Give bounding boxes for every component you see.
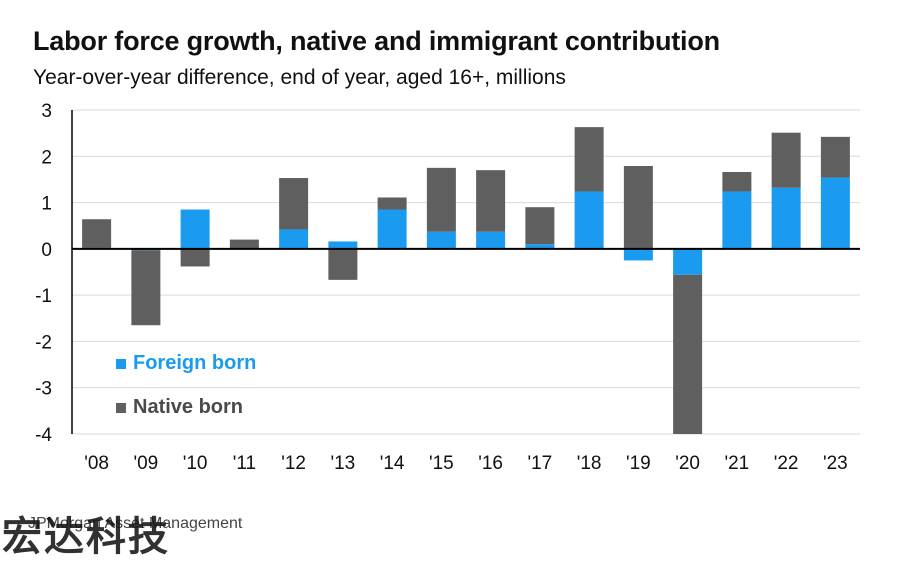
- y-tick-label: 1: [41, 194, 52, 215]
- bar-native-born: [722, 172, 752, 192]
- bar-foreign-born: [673, 248, 703, 275]
- chart-subtitle: Year-over-year difference, end of year, …: [33, 66, 566, 89]
- y-tick-label: 3: [41, 101, 52, 122]
- y-tick-label: -4: [35, 425, 52, 446]
- legend-swatch: [116, 359, 126, 369]
- bar-foreign-born: [180, 209, 210, 249]
- bar-native-born: [820, 136, 850, 178]
- bar-native-born: [279, 178, 309, 230]
- bar-native-born: [525, 207, 555, 245]
- bar-foreign-born: [722, 191, 752, 249]
- bar-native-born: [673, 274, 703, 434]
- bar-chart: 3 2 1 0 -1 -2 -3 -4 '08 '09 '10 '11 '12 '13 '14 '15 '16 '…: [35, 101, 860, 474]
- x-tick-label: '14: [380, 453, 405, 474]
- x-tick-label: '21: [724, 453, 749, 474]
- bar-native-born: [476, 170, 506, 232]
- x-tick-label: '15: [429, 453, 454, 474]
- x-tick-label: '16: [478, 453, 503, 474]
- x-tick-label: '08: [84, 453, 109, 474]
- bar-native-born: [574, 127, 604, 192]
- gridlines: [72, 109, 860, 435]
- x-tick-label: '10: [183, 453, 208, 474]
- bar-foreign-born: [279, 229, 309, 249]
- x-tick-label: '18: [577, 453, 602, 474]
- bar-foreign-born: [476, 231, 506, 249]
- x-tick-label: '19: [626, 453, 651, 474]
- legend-label: Native born: [133, 396, 243, 418]
- bars: [82, 127, 850, 434]
- bar-native-born: [229, 239, 259, 249]
- bar-foreign-born: [377, 209, 407, 249]
- bar-native-born: [771, 132, 801, 188]
- legend-swatch: [116, 403, 126, 413]
- bar-foreign-born: [771, 187, 801, 249]
- source-note: JPMorgan Asset Management: [28, 515, 243, 532]
- bar-native-born: [131, 250, 161, 326]
- x-tick-label: '13: [330, 453, 355, 474]
- chart-title: Labor force growth, native and immigrant…: [33, 26, 720, 56]
- bar-native-born: [426, 167, 456, 232]
- x-tick-label: '23: [823, 453, 848, 474]
- bar-native-born: [377, 197, 407, 210]
- y-tick-label: -1: [35, 286, 52, 307]
- x-tick-label: '11: [233, 453, 256, 474]
- bar-foreign-born: [525, 244, 555, 249]
- y-tick-label: -2: [35, 332, 52, 353]
- bar-foreign-born: [820, 177, 850, 249]
- y-tick-label: 0: [41, 240, 52, 261]
- bar-foreign-born: [328, 241, 358, 249]
- x-tick-label: '09: [133, 453, 158, 474]
- bar-native-born: [82, 219, 112, 248]
- bar-native-born: [180, 248, 210, 267]
- axes: 3 2 1 0 -1 -2 -3 -4 '08 '09 '10 '11 '12 '13 '14 '15 '16 '…: [35, 101, 860, 474]
- legend: Foreign born Native born: [116, 352, 256, 418]
- bar-native-born: [328, 248, 358, 280]
- legend-label: Foreign born: [133, 352, 256, 374]
- x-tick-label: '20: [675, 453, 700, 474]
- watermark-logo: 宏达科技: [2, 514, 170, 560]
- bar-foreign-born: [426, 231, 456, 249]
- bar-foreign-born: [623, 248, 653, 261]
- x-tick-label: '17: [527, 453, 552, 474]
- y-tick-label: 2: [41, 147, 52, 168]
- bar-native-born: [623, 166, 653, 249]
- x-tick-label: '12: [281, 453, 306, 474]
- x-tick-label: '22: [774, 453, 799, 474]
- bar-foreign-born: [574, 191, 604, 249]
- y-tick-label: -3: [35, 379, 52, 400]
